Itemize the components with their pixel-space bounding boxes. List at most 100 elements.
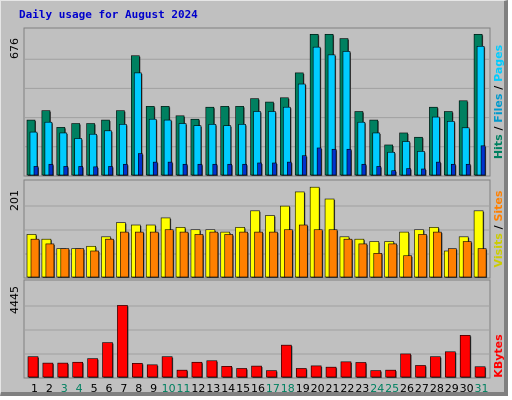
- x-tick-label: 18: [281, 382, 295, 395]
- x-tick-label: 24: [370, 382, 384, 395]
- pages-bar: [391, 170, 396, 176]
- sites-bar: [75, 248, 85, 278]
- files-bar: [119, 124, 127, 176]
- legend-part: Visits: [492, 233, 505, 268]
- pages-bar: [152, 161, 158, 176]
- kbytes-bar: [42, 362, 54, 378]
- pages-bar: [436, 161, 441, 176]
- sites-bar: [298, 224, 308, 278]
- x-tick-label: 12: [191, 382, 205, 395]
- x-tick-label: 26: [400, 382, 414, 395]
- mid-axis-max-label: 201: [8, 190, 21, 211]
- sites-bar: [90, 250, 99, 278]
- files-bar: [238, 124, 246, 176]
- x-tick-label: 28: [430, 382, 444, 395]
- sites-bar: [209, 231, 219, 278]
- x-tick-label: 4: [76, 382, 83, 395]
- kbytes-bar: [176, 369, 188, 378]
- x-tick-label: 6: [105, 382, 112, 395]
- top-bars: [26, 33, 487, 177]
- pages-bar: [33, 166, 39, 176]
- files-bar: [402, 141, 410, 176]
- bottom-bars: [27, 305, 487, 378]
- pages-bar: [123, 163, 128, 176]
- pages-bar: [182, 163, 188, 176]
- x-axis-labels: 1 2 3 4 5 6 7 8 9 10 11 12 13 14 15 16 17 18 19 20 21 22 23 24 2…: [31, 382, 489, 395]
- x-tick-label: 15: [236, 382, 250, 395]
- x-tick-label: 30: [460, 382, 474, 395]
- x-tick-label: 14: [221, 382, 235, 395]
- kbytes-bar: [27, 356, 39, 378]
- files-bar: [253, 111, 261, 176]
- pages-bar: [63, 166, 69, 176]
- pages-bar: [406, 168, 411, 176]
- files-bar: [312, 46, 321, 176]
- kbytes-bar: [340, 361, 352, 378]
- kbytes-bar: [161, 356, 173, 378]
- kbytes-bar: [325, 366, 337, 378]
- files-bar: [59, 132, 68, 176]
- files-bar: [193, 125, 202, 176]
- files-bar: [446, 121, 455, 176]
- pages-bar: [287, 161, 292, 176]
- files-bar: [417, 151, 425, 176]
- panel-hits-files-pages: 676 Hits / Files / Pages: [8, 27, 505, 177]
- sites-bar: [447, 248, 457, 278]
- files-bar: [357, 121, 366, 176]
- top-right-legend: Hits / Files / Pages: [492, 44, 505, 159]
- sites-bar: [45, 243, 55, 278]
- pages-bar: [197, 163, 203, 176]
- legend-part: Sites: [492, 190, 505, 221]
- kbytes-bar: [146, 364, 158, 378]
- legend-part: Hits: [492, 134, 505, 159]
- kbytes-bar: [132, 363, 143, 378]
- sites-bar: [403, 255, 412, 278]
- kbytes-bar: [72, 361, 84, 378]
- sites-bar: [30, 238, 40, 278]
- x-tick-label: 23: [355, 382, 369, 395]
- sites-bar: [60, 248, 70, 278]
- x-tick-label: 17: [266, 382, 280, 395]
- files-bar: [74, 138, 83, 176]
- files-bar: [297, 83, 306, 176]
- pages-bar: [301, 155, 307, 176]
- pages-bar: [138, 153, 143, 176]
- pages-bar: [78, 166, 84, 176]
- pages-bar: [212, 163, 218, 176]
- legend-part: KBytes: [492, 334, 505, 378]
- kbytes-bar: [236, 368, 247, 378]
- sites-bar: [149, 231, 159, 278]
- sites-bar: [254, 231, 263, 278]
- pages-bar: [316, 147, 322, 176]
- sites-bar: [373, 253, 383, 278]
- top-axis-max-label: 676: [8, 38, 21, 59]
- kbytes-bar: [370, 370, 382, 378]
- x-tick-label: 8: [135, 382, 142, 395]
- x-tick-label: 10: [162, 382, 176, 395]
- files-bar: [283, 106, 291, 176]
- sites-bar: [313, 229, 323, 278]
- files-bar: [178, 123, 187, 176]
- pages-bar: [361, 163, 367, 176]
- pages-bar: [108, 166, 113, 176]
- sites-bar: [179, 231, 189, 278]
- sites-bar: [269, 231, 278, 278]
- files-bar: [148, 118, 157, 176]
- sites-bar: [135, 231, 144, 278]
- x-tick-label: 2: [46, 382, 53, 395]
- x-tick-label: 5: [91, 382, 98, 395]
- kbytes-bar: [191, 361, 203, 378]
- kbytes-bar: [444, 351, 456, 378]
- x-tick-label: 27: [415, 382, 429, 395]
- kbytes-bar: [430, 356, 441, 378]
- files-bar: [104, 130, 112, 176]
- sites-bar: [418, 234, 427, 278]
- panel-kbytes: 4445 KBytes: [8, 279, 505, 379]
- legend-part: /: [492, 123, 505, 135]
- sites-bar: [164, 229, 174, 278]
- kbytes-bar: [474, 366, 486, 378]
- files-bar: [372, 132, 381, 176]
- pages-bar: [167, 161, 173, 176]
- x-tick-label: 3: [61, 382, 68, 395]
- sites-bar: [239, 231, 248, 278]
